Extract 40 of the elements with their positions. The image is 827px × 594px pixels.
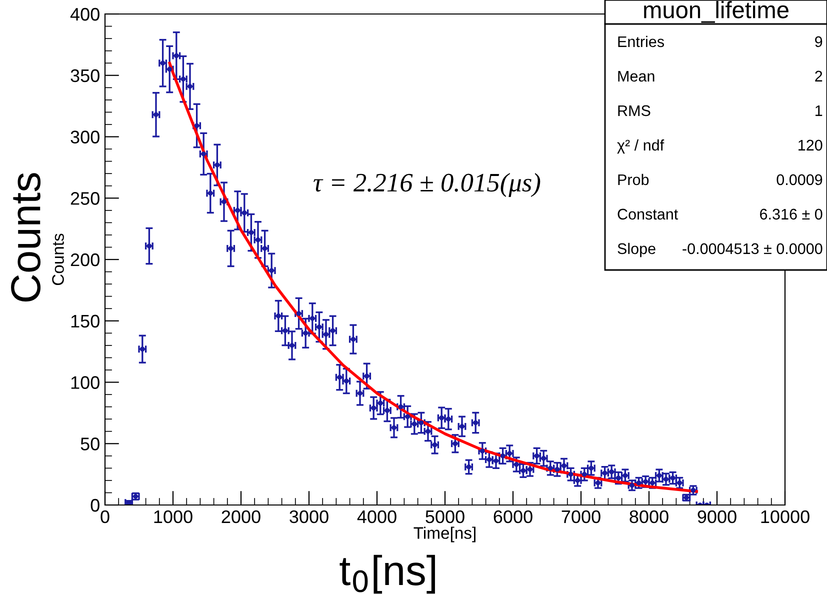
x-axis-title: Time[ns] (414, 526, 476, 542)
x-tick-label: 1000 (154, 510, 192, 524)
annotation: Constant (618, 208, 678, 220)
text: t$_{0}$[ns] (340, 554, 435, 594)
text: Counts (11, 173, 41, 302)
x-tick-label: 8000 (630, 510, 668, 524)
annotation: -0.0004513 ± 0.0000 (682, 243, 822, 254)
x-tick-label: 4000 (357, 510, 396, 524)
annotation: τ = 2.216 ± 0.015(μs) (314, 173, 540, 197)
x-tick-label: 10000 (761, 510, 810, 524)
annotation: Slope (618, 242, 656, 258)
x-tick-label: 6000 (494, 510, 532, 524)
annotation: 6.316 ± 0 (760, 208, 822, 220)
text: 120 (798, 140, 822, 151)
annotation: χ² / ndf (617, 139, 664, 154)
x-tick-label: 2000 (222, 510, 260, 524)
y-tick-label: 350 (70, 69, 100, 82)
y-tick-label: 300 (70, 130, 100, 144)
y-tick-label: 250 (70, 192, 100, 205)
x-tick-label: 3000 (290, 510, 328, 524)
y-axis-title: Counts (52, 234, 64, 286)
annotation: 0.0009 (776, 174, 822, 186)
y-tick-label: 100 (71, 376, 100, 389)
y-tick-label: 150 (71, 314, 100, 328)
annotation: Entries (618, 36, 664, 48)
y-tick-label: 0 (90, 498, 100, 512)
y-tick-label: 200 (70, 253, 100, 266)
y-tick-label: 400 (70, 8, 100, 21)
x-tick-label: 5000 (426, 510, 464, 524)
annotation: RMS (618, 105, 650, 116)
text: 9 (815, 36, 822, 48)
annotation: Prob (618, 174, 649, 186)
annotation: Mean (618, 70, 654, 82)
text: 1 (816, 105, 822, 116)
x-tick-label: 7000 (562, 510, 600, 524)
text: 2 (815, 70, 822, 82)
x-tick-label: 9000 (698, 510, 736, 524)
annotation: muon_lifetime (644, 0, 788, 23)
x-tick-label: 0 (100, 510, 110, 524)
y-tick-label: 50 (80, 438, 100, 450)
